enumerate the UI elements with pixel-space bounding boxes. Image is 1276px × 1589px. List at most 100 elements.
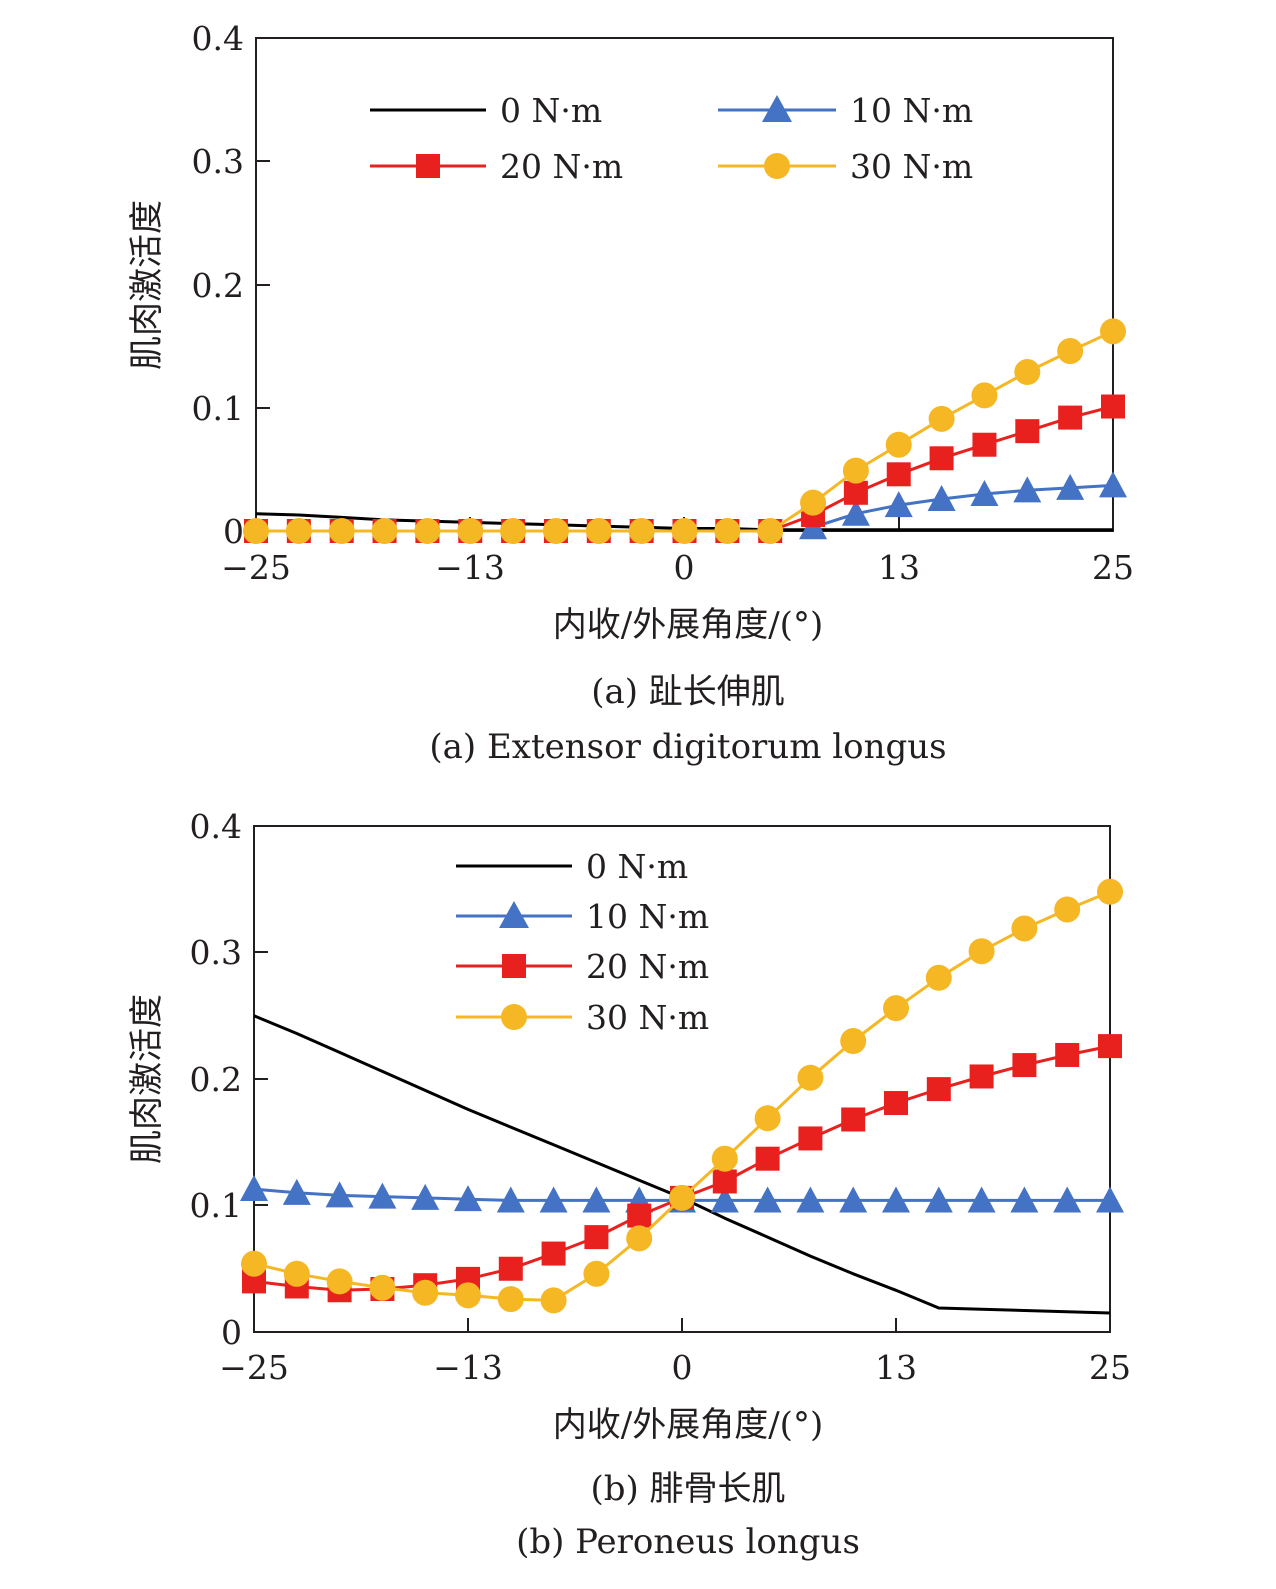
data-point-b-1-5: [454, 1185, 482, 1212]
legend-label-a-3: 30 N·m: [850, 147, 973, 186]
data-point-b-1-19: [1053, 1186, 1082, 1213]
legend-label-b-0: 0 N·m: [586, 847, 688, 886]
data-point-b-3-8: [583, 1260, 610, 1287]
series-line-a-2: [256, 405, 1114, 533]
data-point-b-3-4: [412, 1279, 439, 1306]
data-point-b-3-15: [883, 995, 909, 1022]
data-point-b-3-14: [840, 1028, 867, 1055]
x-axis-a: −25 −13 0 13 25: [221, 517, 1134, 587]
data-point-b-2-12: [755, 1146, 780, 1171]
data-point-a-3-2: [328, 518, 355, 544]
data-point-b-1-7: [539, 1186, 568, 1213]
data-point-b-3-17: [968, 938, 995, 965]
data-point-a-3-1: [285, 518, 312, 544]
data-point-a-3-15: [885, 431, 912, 458]
caption-zh-b: (b) 腓骨长肌: [590, 1469, 785, 1509]
data-point-b-2-14: [841, 1107, 866, 1132]
data-point-a-3-13: [800, 489, 827, 516]
data-point-b-3-20: [1097, 878, 1123, 905]
x-tick-label-b-3: 13: [875, 1348, 917, 1387]
data-point-b-3-16: [925, 964, 952, 991]
y-axis-a: 0 0.1 0.2 0.3 0.4: [192, 19, 270, 551]
legend-item-b-2: 20 N·m: [456, 947, 709, 986]
data-point-b-2-18: [1012, 1053, 1037, 1078]
data-point-a-3-0: [243, 518, 269, 544]
data-point-a-1-4: [970, 480, 999, 507]
data-point-a-3-18: [1014, 359, 1041, 386]
legend-marker-circle-b: [501, 1004, 527, 1030]
legend-label-b-1: 10 N·m: [586, 897, 709, 936]
series-line-b-0: [253, 1014, 1111, 1315]
data-point-a-3-4: [414, 518, 441, 544]
data-point-b-2-17: [969, 1064, 994, 1089]
data-point-a-2-15: [886, 462, 911, 487]
x-tick-label-b-2: 0: [672, 1348, 693, 1387]
data-point-b-3-9: [626, 1225, 653, 1252]
data-point-a-2-18: [1015, 419, 1040, 444]
data-point-a-3-6: [500, 518, 527, 544]
x-tick-label-b-0: −25: [219, 1348, 289, 1387]
data-point-a-1-1: [841, 499, 870, 526]
y-axis-title-a: 肌肉激活度: [127, 200, 167, 370]
data-point-b-3-1: [283, 1260, 310, 1287]
x-axis-title-b: 内收/外展角度/(°): [553, 1405, 823, 1445]
series-group-a: [243, 318, 1127, 544]
plot-frame-a: [255, 37, 1114, 532]
y-tick-label-a-2: 0.2: [192, 266, 244, 305]
y-tick-label-b-3: 0.3: [190, 933, 242, 972]
data-point-b-3-19: [1054, 896, 1081, 923]
data-point-b-1-16: [924, 1186, 953, 1213]
data-point-b-3-18: [1011, 915, 1038, 942]
legend-marker-triangle-b: [499, 901, 529, 928]
data-point-b-1-1: [282, 1178, 311, 1205]
y-tick-label-a-4: 0.4: [192, 19, 244, 58]
data-point-a-3-7: [542, 518, 569, 544]
data-point-a-2-14: [843, 480, 868, 505]
y-tick-label-b-1: 0.1: [190, 1186, 242, 1225]
data-point-b-2-8: [584, 1225, 609, 1250]
caption-en-a: (a) Extensor digitorum longus: [429, 727, 946, 767]
data-point-b-3-13: [797, 1064, 824, 1091]
legend-item-b-1: 10 N·m: [456, 897, 709, 936]
x-axis-title-a: 内收/外展角度/(°): [553, 605, 823, 645]
data-point-a-2-16: [929, 446, 954, 471]
data-point-b-1-12: [753, 1186, 782, 1213]
y-tick-label-b-0: 0: [221, 1313, 242, 1352]
data-point-b-2-7: [541, 1241, 566, 1266]
data-point-b-3-2: [326, 1268, 353, 1295]
legend-item-b-0: 0 N·m: [456, 847, 688, 886]
chart-a: 0 0.1 0.2 0.3 0.4 −25 −13 0 13 25 肌肉激活度 …: [127, 19, 1134, 767]
data-point-a-3-8: [585, 518, 612, 544]
data-point-b-1-0: [240, 1175, 268, 1202]
data-point-b-1-11: [710, 1186, 739, 1213]
data-point-b-3-7: [540, 1287, 567, 1314]
data-point-a-3-20: [1100, 318, 1126, 345]
legend-item-a-1: 10 N·m: [718, 91, 973, 130]
data-point-a-3-10: [671, 518, 698, 544]
series-group-b: [240, 878, 1124, 1315]
x-tick-label-a-1: −13: [435, 548, 505, 587]
data-point-a-3-14: [842, 457, 869, 484]
caption-zh-a: (a) 趾长伸肌: [591, 672, 785, 712]
data-point-b-2-20: [1098, 1034, 1122, 1059]
data-point-b-1-6: [496, 1186, 525, 1213]
x-axis-b: −25 −13 0 13 25: [219, 1318, 1131, 1387]
data-point-b-1-13: [796, 1186, 825, 1213]
legend-item-a-2: 20 N·m: [370, 147, 623, 186]
data-point-a-1-5: [1013, 476, 1042, 503]
x-tick-label-b-4: 25: [1089, 1348, 1131, 1387]
data-point-a-1-2: [884, 491, 913, 518]
data-point-a-3-9: [628, 518, 655, 544]
data-point-a-1-3: [927, 484, 956, 511]
y-tick-label-a-3: 0.3: [192, 142, 244, 181]
legend-label-b-3: 30 N·m: [586, 998, 709, 1037]
data-point-a-2-17: [972, 432, 997, 457]
data-point-b-3-0: [241, 1250, 267, 1277]
caption-en-b: (b) Peroneus longus: [516, 1522, 860, 1562]
x-tick-label-a-0: −25: [221, 548, 291, 587]
chart-b: 0 0.1 0.2 0.3 0.4 −25 −13 0 13 25 肌肉激活度 …: [127, 807, 1131, 1562]
legend-label-a-2: 20 N·m: [500, 147, 623, 186]
y-tick-label-b-2: 0.2: [190, 1060, 242, 1099]
data-point-b-2-16: [926, 1077, 951, 1102]
